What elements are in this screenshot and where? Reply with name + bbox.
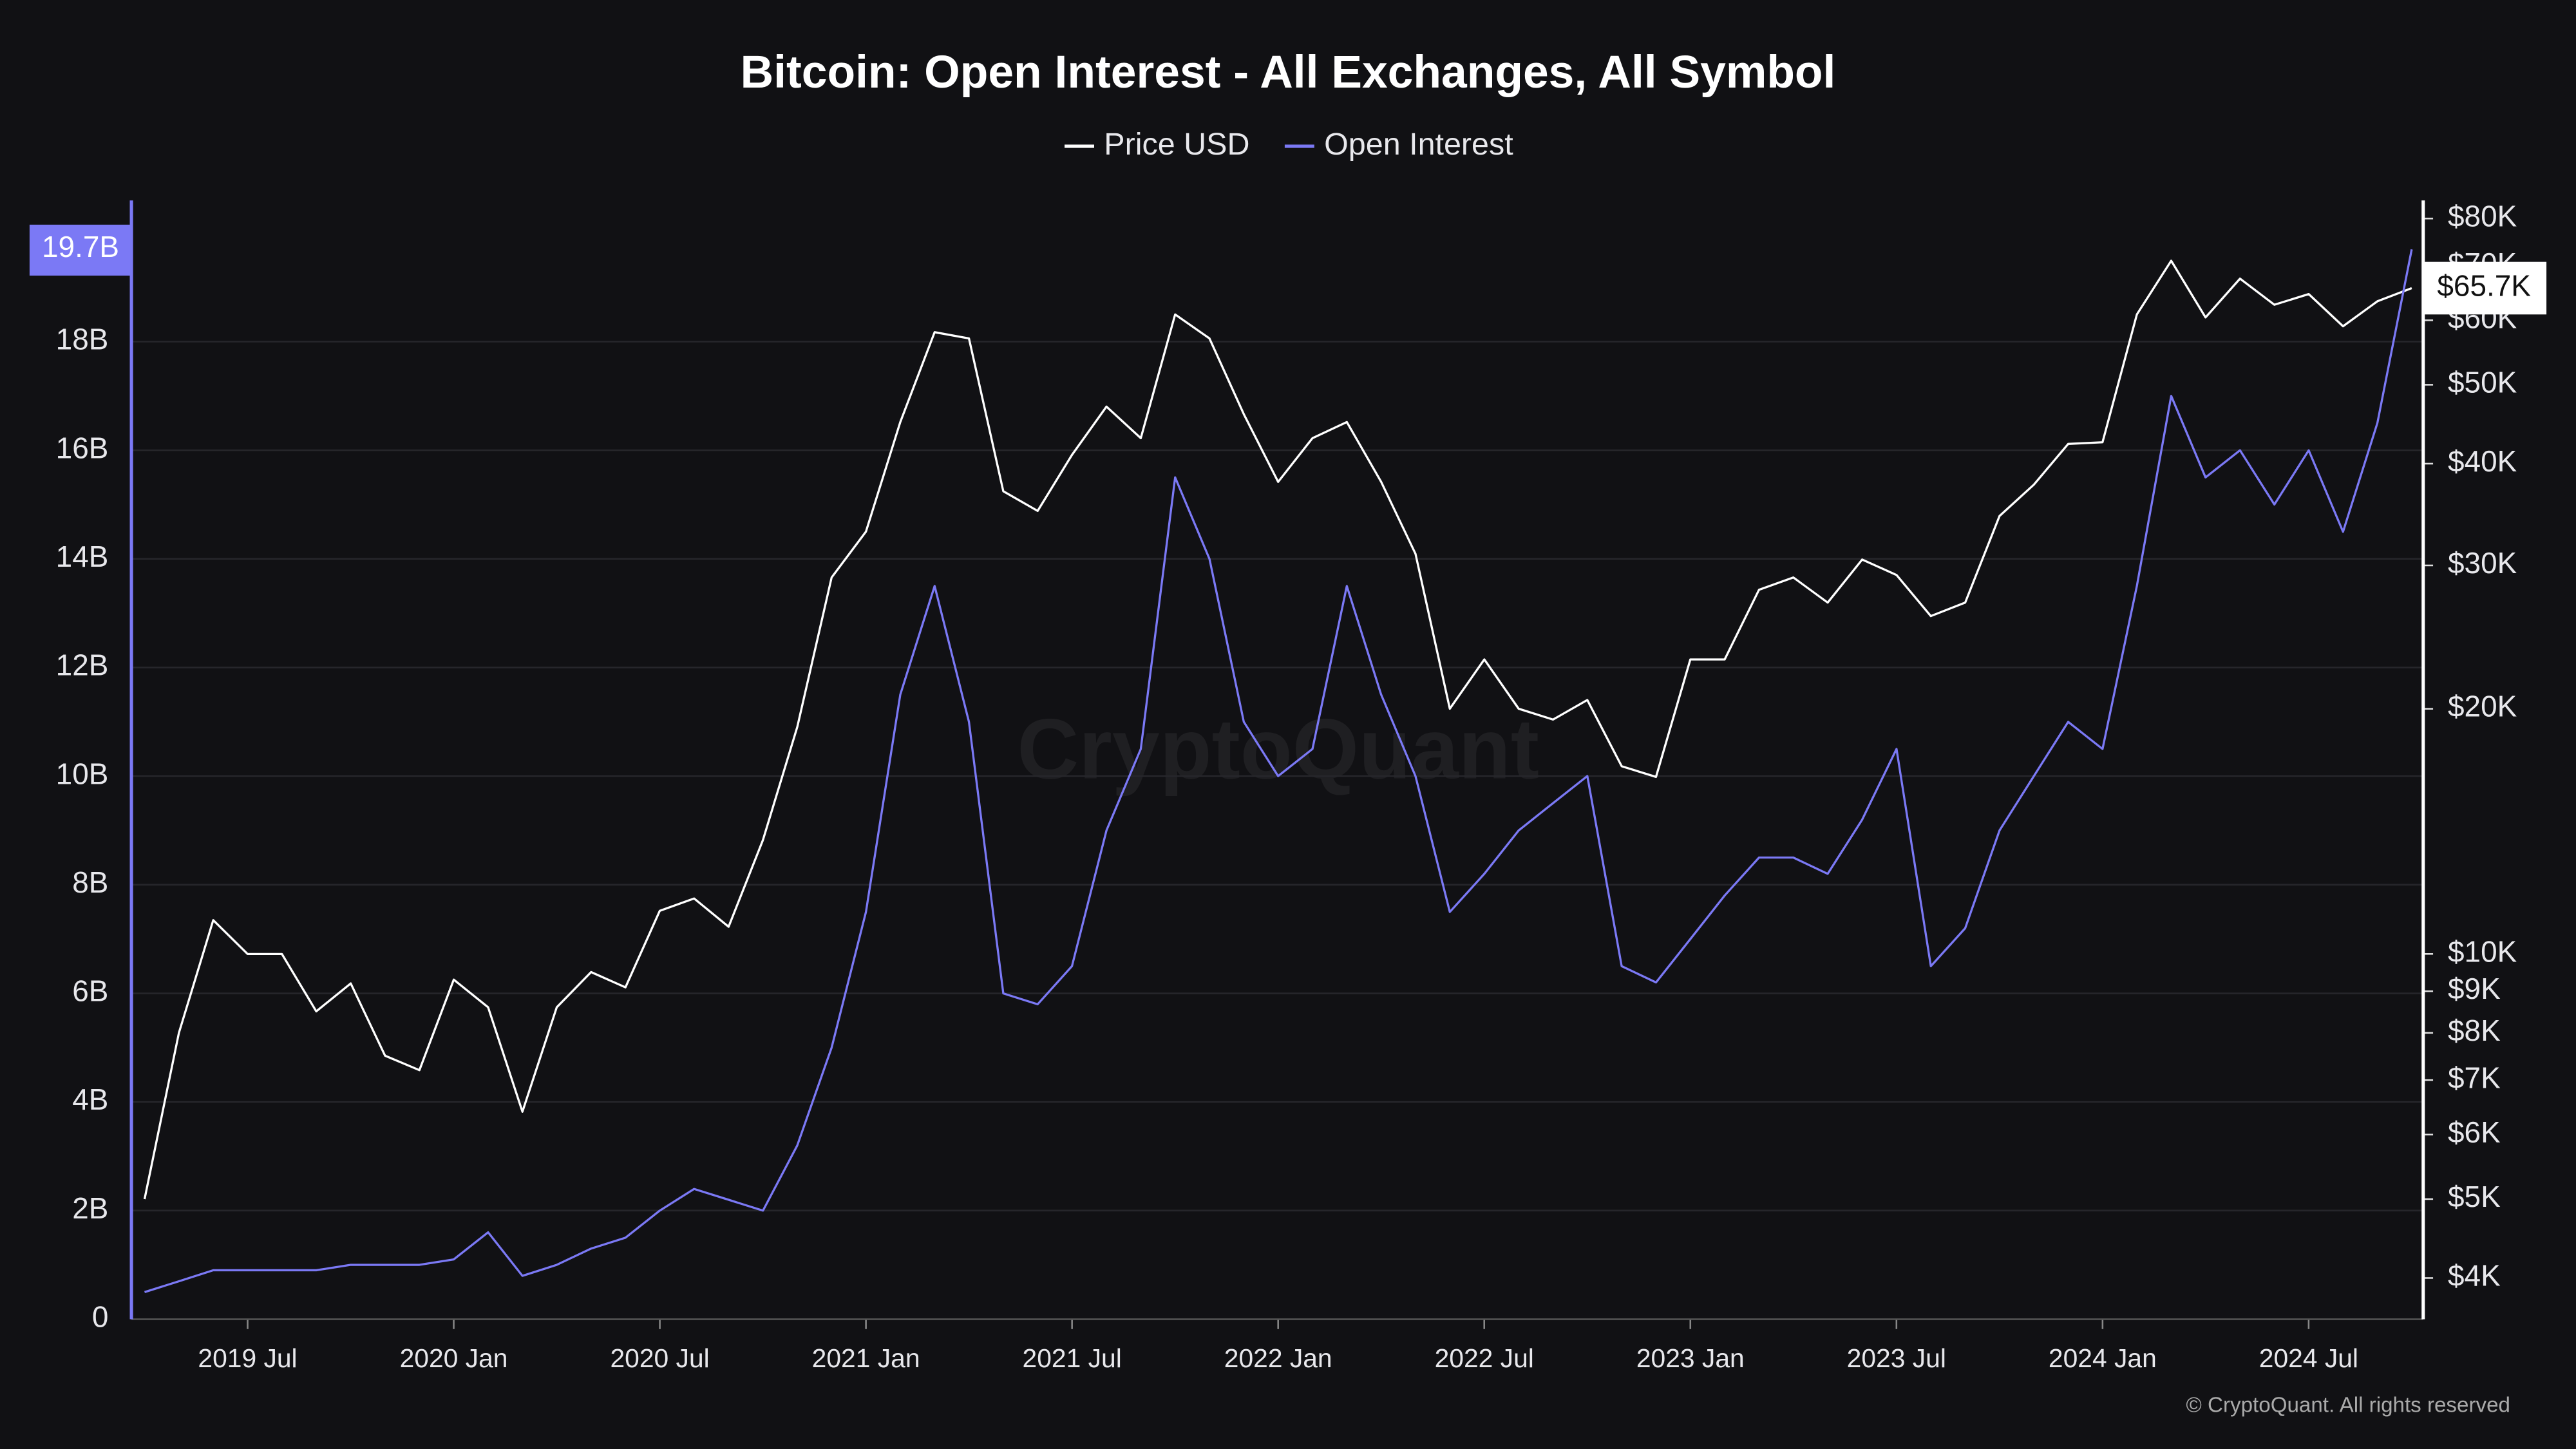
current-value-label: 19.7B — [42, 230, 119, 263]
series-line — [143, 260, 2412, 1200]
current-value-badge — [2423, 261, 2547, 315]
y2-tick-label: $40K — [2448, 444, 2517, 478]
y-tick-label: 12B — [56, 649, 109, 682]
legend-label: Open Interest — [1324, 127, 1513, 162]
x-tick-label: 2024 Jul — [2259, 1343, 2358, 1373]
y-tick-label: 16B — [56, 431, 109, 464]
y2-tick-label: $10K — [2448, 934, 2517, 968]
x-tick-label: 2022 Jul — [1435, 1343, 1534, 1373]
y-tick-label: 2B — [72, 1191, 108, 1225]
y2-tick-label: $5K — [2448, 1180, 2501, 1213]
y2-tick-label: $80K — [2448, 199, 2517, 232]
x-tick-label: 2023 Jan — [1636, 1343, 1745, 1373]
y2-tick-label: $7K — [2448, 1061, 2501, 1094]
y2-tick-label: $6K — [2448, 1115, 2501, 1149]
y-tick-label: 18B — [56, 323, 109, 356]
legend-label: Price USD — [1104, 127, 1249, 162]
y2-tick-label: $8K — [2448, 1014, 2501, 1047]
y-tick-label: 4B — [72, 1083, 108, 1116]
watermark: CryptoQuant — [1017, 702, 1539, 797]
current-value-label: $65.7K — [2437, 269, 2531, 303]
x-tick-label: 2024 Jan — [2049, 1343, 2157, 1373]
y2-tick-label: $20K — [2448, 690, 2517, 723]
x-tick-label: 2021 Jul — [1023, 1343, 1122, 1373]
y-tick-label: 0 — [92, 1300, 109, 1334]
x-tick-label: 2020 Jul — [610, 1343, 709, 1373]
y-tick-label: 6B — [72, 974, 108, 1008]
series-line — [144, 249, 2413, 1293]
y-tick-label: 10B — [56, 757, 109, 790]
x-tick-label: 2020 Jan — [400, 1343, 508, 1373]
y2-tick-label: $4K — [2448, 1259, 2501, 1293]
copyright: © CryptoQuant. All rights reserved — [2186, 1393, 2510, 1417]
y-tick-label: 8B — [72, 866, 108, 899]
x-tick-label: 2021 Jan — [812, 1343, 920, 1373]
y2-tick-label: $9K — [2448, 972, 2501, 1005]
x-tick-label: 2019 Jul — [198, 1343, 297, 1373]
chart-title: Bitcoin: Open Interest - All Exchanges, … — [741, 46, 1836, 98]
y2-tick-label: $30K — [2448, 546, 2517, 580]
y2-tick-label: $50K — [2448, 366, 2517, 399]
x-tick-label: 2022 Jan — [1224, 1343, 1332, 1373]
current-value-badge — [29, 224, 132, 276]
y-tick-label: 14B — [56, 540, 109, 573]
x-tick-label: 2023 Jul — [1847, 1343, 1946, 1373]
